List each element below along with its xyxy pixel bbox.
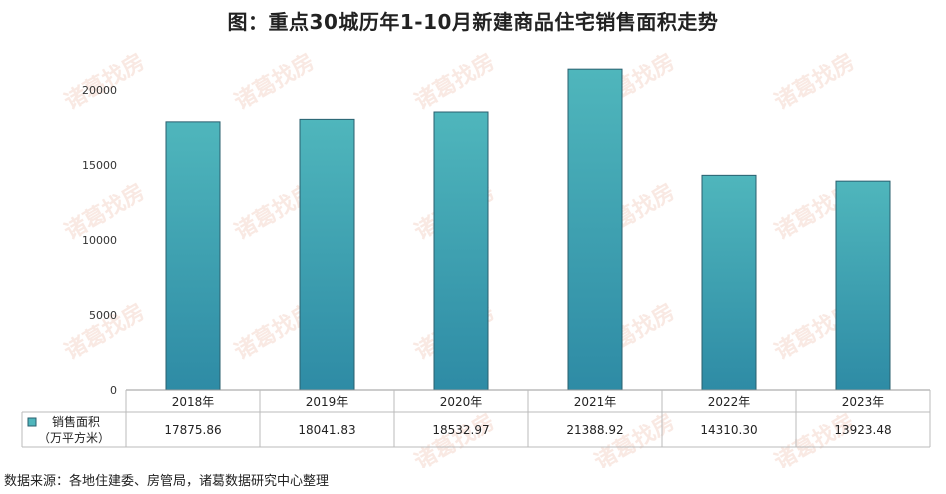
watermark-text: 诸葛找房 — [590, 409, 679, 468]
chart-title: 图：重点30城历年1-10月新建商品住宅销售面积走势 — [227, 10, 719, 34]
data-label: 17875.86 — [164, 423, 221, 437]
y-tick-label: 0 — [110, 384, 117, 397]
x-tick-label: 2019年 — [306, 395, 349, 409]
data-label: 18532.97 — [432, 423, 489, 437]
y-tick-label: 5000 — [89, 309, 117, 322]
bar — [835, 180, 891, 391]
bar — [433, 111, 489, 391]
bar — [299, 118, 355, 391]
legend-swatch — [27, 417, 37, 427]
watermark-text: 诸葛找房 — [770, 409, 859, 468]
data-label: 21388.92 — [566, 423, 623, 437]
y-axis: 0 5000 10000 15000 20000 — [82, 84, 117, 397]
data-label: 18041.83 — [298, 423, 355, 437]
source-note: 数据来源：各地住建委、房管局，诸葛数据研究中心整理 — [4, 474, 330, 489]
watermark-text: 诸葛找房 — [60, 49, 149, 116]
x-tick-label: 2018年 — [172, 395, 215, 409]
watermark-text: 诸葛找房 — [410, 409, 499, 468]
x-tick-label: 2023年 — [842, 395, 885, 409]
bar — [567, 68, 623, 391]
legend-label: 销售面积 — [52, 414, 100, 429]
bars — [165, 68, 891, 391]
watermark-text: 诸葛找房 — [770, 49, 859, 116]
y-tick-label: 10000 — [82, 234, 117, 247]
legend-unit: （万平方米） — [38, 430, 110, 445]
bar — [165, 121, 221, 391]
data-label: 13923.48 — [834, 423, 891, 437]
data-table: 2018年 2019年 2020年 2021年 2022年 2023年 17875.86 18… — [21, 389, 931, 448]
x-tick-label: 2021年 — [574, 395, 617, 409]
y-tick-label: 15000 — [82, 159, 117, 172]
y-tick-label: 20000 — [82, 84, 117, 97]
x-tick-label: 2020年 — [440, 395, 483, 409]
watermark-text: 诸葛找房 — [410, 49, 499, 116]
data-label: 14310.30 — [700, 423, 757, 437]
bar — [701, 174, 757, 391]
watermark-text: 诸葛找房 — [230, 49, 319, 116]
x-tick-label: 2022年 — [708, 395, 751, 409]
